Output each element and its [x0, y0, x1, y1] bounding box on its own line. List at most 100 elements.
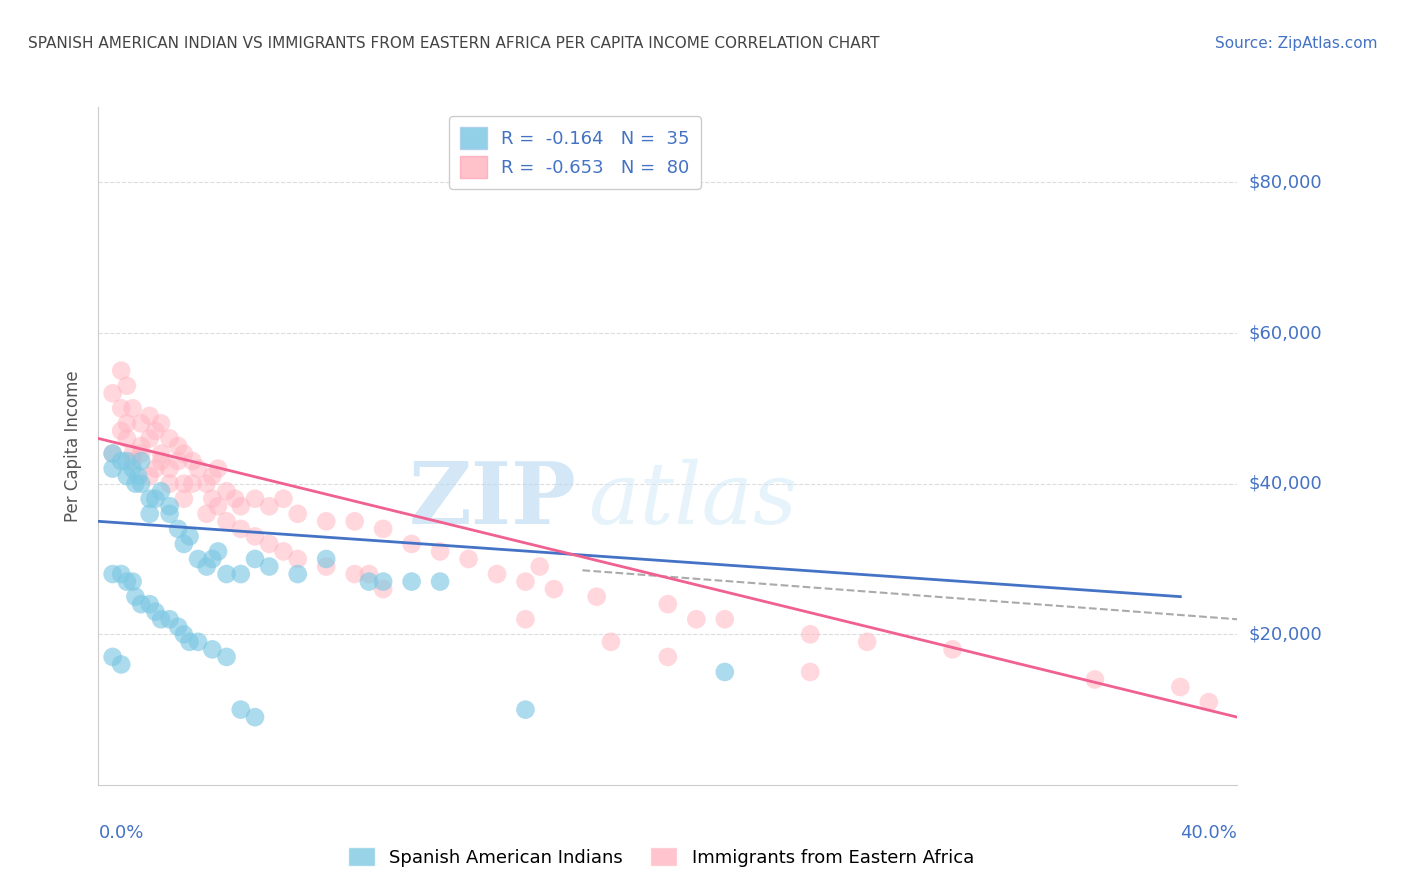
Point	[110, 454, 132, 468]
Point	[273, 491, 295, 506]
Text: SPANISH AMERICAN INDIAN VS IMMIGRANTS FROM EASTERN AFRICA PER CAPITA INCOME CORR: SPANISH AMERICAN INDIAN VS IMMIGRANTS FR…	[28, 36, 880, 51]
Point	[159, 461, 181, 475]
Point	[515, 703, 537, 717]
Point	[110, 657, 132, 672]
Point	[115, 454, 138, 468]
Point	[145, 461, 167, 475]
Point	[187, 461, 209, 475]
Point	[195, 507, 218, 521]
Point	[585, 590, 607, 604]
Point	[145, 424, 167, 438]
Point	[121, 574, 143, 589]
Point	[179, 529, 201, 543]
Point	[173, 476, 195, 491]
Point	[138, 597, 160, 611]
Point	[273, 544, 295, 558]
Point	[229, 567, 252, 582]
Point	[215, 649, 238, 664]
Point	[287, 507, 309, 521]
Point	[159, 500, 181, 514]
Point	[101, 461, 124, 475]
Point	[124, 590, 146, 604]
Legend: Spanish American Indians, Immigrants from Eastern Africa: Spanish American Indians, Immigrants fro…	[340, 840, 981, 874]
Point	[259, 500, 281, 514]
Point	[343, 514, 366, 528]
Text: $40,000: $40,000	[1249, 475, 1322, 492]
Point	[373, 574, 395, 589]
Text: $20,000: $20,000	[1249, 625, 1322, 643]
Point	[515, 574, 537, 589]
Point	[657, 649, 679, 664]
Point	[486, 567, 509, 582]
Point	[101, 649, 124, 664]
Point	[543, 582, 565, 596]
Point	[315, 552, 337, 566]
Point	[167, 439, 190, 453]
Point	[600, 635, 623, 649]
Point	[159, 432, 181, 446]
Point	[173, 537, 195, 551]
Point	[215, 484, 238, 499]
Point	[115, 378, 138, 392]
Point	[101, 567, 124, 582]
Point	[315, 559, 337, 574]
Point	[129, 439, 152, 453]
Point	[429, 574, 451, 589]
Point	[101, 446, 124, 460]
Point	[799, 665, 821, 679]
Point	[343, 567, 366, 582]
Point	[110, 401, 132, 416]
Point	[229, 522, 252, 536]
Point	[121, 461, 143, 475]
Point	[150, 417, 173, 431]
Point	[373, 582, 395, 596]
Text: $60,000: $60,000	[1249, 324, 1322, 342]
Point	[138, 507, 160, 521]
Legend: R =  -0.164   N =  35, R =  -0.653   N =  80: R = -0.164 N = 35, R = -0.653 N = 80	[449, 116, 700, 189]
Point	[150, 454, 173, 468]
Point	[179, 635, 201, 649]
Point	[195, 476, 218, 491]
Point	[101, 386, 124, 401]
Point	[127, 469, 149, 483]
Point	[110, 424, 132, 438]
Point	[129, 417, 152, 431]
Point	[150, 484, 173, 499]
Point	[207, 461, 229, 475]
Point	[150, 446, 173, 460]
Point	[685, 612, 707, 626]
Text: 40.0%: 40.0%	[1181, 824, 1237, 842]
Point	[373, 522, 395, 536]
Point	[167, 620, 190, 634]
Point	[714, 665, 737, 679]
Point	[173, 491, 195, 506]
Point	[243, 552, 266, 566]
Point	[315, 514, 337, 528]
Point	[138, 409, 160, 423]
Point	[115, 417, 138, 431]
Point	[243, 710, 266, 724]
Point	[201, 642, 224, 657]
Point	[224, 491, 246, 506]
Point	[259, 559, 281, 574]
Point	[129, 446, 152, 460]
Point	[124, 476, 146, 491]
Point	[195, 559, 218, 574]
Point	[181, 476, 204, 491]
Point	[942, 642, 965, 657]
Point	[101, 446, 124, 460]
Point	[714, 612, 737, 626]
Point	[145, 491, 167, 506]
Point	[121, 454, 143, 468]
Point	[215, 567, 238, 582]
Point	[287, 552, 309, 566]
Text: atlas: atlas	[588, 458, 797, 541]
Point	[429, 544, 451, 558]
Point	[457, 552, 479, 566]
Point	[138, 491, 160, 506]
Point	[187, 552, 209, 566]
Point	[167, 454, 190, 468]
Point	[138, 469, 160, 483]
Point	[1170, 680, 1192, 694]
Point	[110, 364, 132, 378]
